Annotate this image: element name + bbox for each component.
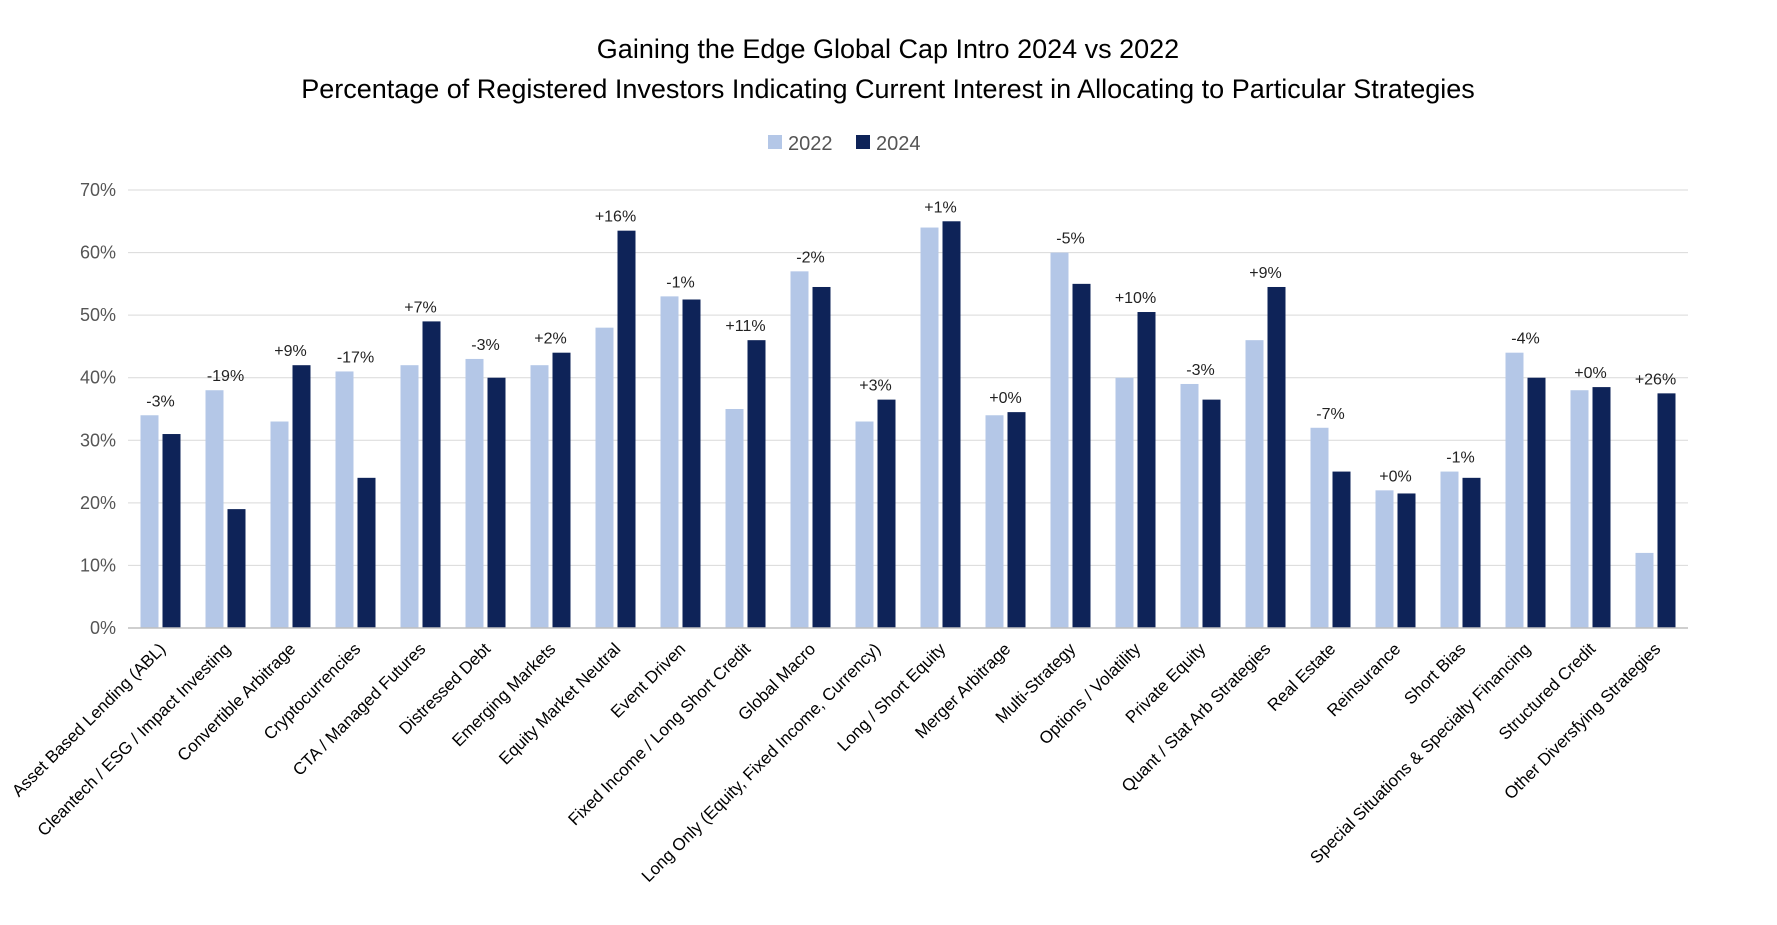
bar-2024: [877, 399, 896, 628]
bar-2024: [227, 509, 246, 628]
x-tick-label: Long / Short Equity: [834, 639, 950, 755]
data-labels: -3% -19% +9% -17% +7% -3% +2% +16% -1% +11% -2% +3%…: [146, 199, 1676, 485]
x-tick-label: Convertible Arbitrage: [174, 639, 300, 765]
y-tick-label: 50%: [80, 305, 116, 325]
bar-2022: [1440, 471, 1459, 628]
bar-2022: [1180, 383, 1199, 628]
bar-2024: [1007, 412, 1026, 628]
y-tick-label: 40%: [80, 368, 116, 388]
legend-label-2022: 2022: [788, 133, 833, 155]
change-label: -4%: [1511, 331, 1539, 348]
bar-2022: [985, 415, 1004, 628]
bar-2022: [1505, 352, 1524, 628]
change-label: -3%: [146, 393, 174, 410]
bars: [140, 221, 1676, 629]
change-label: -7%: [1316, 406, 1344, 423]
y-tick-label: 20%: [80, 493, 116, 513]
change-label: +9%: [1249, 265, 1281, 282]
y-tick-label: 70%: [80, 180, 116, 200]
change-label: +7%: [404, 299, 436, 316]
y-tick-label: 30%: [80, 430, 116, 450]
bar-2022: [1310, 427, 1329, 628]
change-label: +11%: [725, 318, 765, 335]
change-label: -5%: [1056, 231, 1084, 248]
y-tick-label: 60%: [80, 243, 116, 263]
x-axis: Asset Based Lending (ABL)Cleantech / ESG…: [8, 627, 1688, 886]
y-tick-label: 0%: [90, 618, 116, 638]
bar-2024: [1397, 493, 1416, 628]
bar-2024: [1072, 283, 1091, 628]
bar-2024: [422, 321, 441, 628]
bar-2024: [552, 352, 571, 628]
bar-2022: [1050, 252, 1069, 629]
chart-subtitle: Percentage of Registered Investors Indic…: [301, 74, 1475, 104]
bar-2024: [292, 365, 311, 628]
x-tick-label: Short Bias: [1400, 639, 1469, 708]
change-label: +9%: [274, 343, 306, 360]
y-tick-label: 10%: [80, 555, 116, 575]
bar-2024: [1332, 471, 1351, 628]
bar-2024: [1527, 377, 1546, 628]
change-label: +16%: [595, 209, 636, 226]
bar-2022: [920, 227, 939, 629]
bar-2024: [1267, 286, 1286, 628]
bar-2024: [1202, 399, 1221, 628]
change-label: +26%: [1635, 371, 1676, 388]
change-label: +0%: [989, 390, 1021, 407]
x-tick-label: Long Only (Equity, Fixed Income, Currenc…: [638, 639, 884, 885]
bar-2022: [465, 358, 484, 628]
bar-2022: [1570, 390, 1589, 628]
bar-2024: [682, 299, 701, 628]
change-label: +0%: [1574, 365, 1606, 382]
bar-2024: [1137, 312, 1156, 628]
change-label: -1%: [1446, 450, 1474, 467]
gridlines: [128, 189, 1688, 566]
bar-2022: [400, 365, 419, 628]
bar-2022: [205, 390, 224, 628]
change-label: +10%: [1115, 290, 1156, 307]
bar-2024: [617, 230, 636, 628]
bar-2022: [140, 415, 159, 628]
bar-2024: [812, 286, 831, 628]
change-label: +2%: [534, 331, 566, 348]
legend-swatch-2024: [856, 135, 870, 149]
legend-swatch-2022: [768, 135, 782, 149]
chart-title: Gaining the Edge Global Cap Intro 2024 v…: [597, 34, 1179, 64]
change-label: -3%: [1186, 362, 1214, 379]
bar-2022: [270, 421, 289, 628]
x-tick-label: CTA / Managed Futures: [289, 639, 429, 779]
change-label: -17%: [337, 349, 374, 366]
bar-2024: [942, 221, 961, 629]
bar-2024: [1657, 393, 1676, 628]
bar-2022: [855, 421, 874, 628]
change-label: -19%: [207, 368, 244, 385]
bar-2022: [660, 296, 679, 628]
change-label: -2%: [796, 249, 824, 266]
x-tick-label: Equity Market Neutral: [495, 639, 624, 768]
change-label: -3%: [471, 337, 499, 354]
bar-2022: [1115, 377, 1134, 628]
change-label: +3%: [859, 378, 891, 395]
bar-2024: [1592, 387, 1611, 628]
bar-2024: [487, 377, 506, 628]
bar-2022: [1375, 490, 1394, 628]
bar-2024: [162, 434, 181, 628]
bar-2022: [335, 371, 354, 628]
change-label: +0%: [1379, 468, 1411, 485]
bar-2022: [595, 327, 614, 628]
legend: 2022 2024: [768, 133, 921, 155]
bar-2024: [1462, 477, 1481, 628]
bar-2022: [530, 365, 549, 628]
legend-label-2024: 2024: [876, 133, 921, 155]
change-label: -1%: [666, 274, 694, 291]
bar-2022: [1635, 552, 1654, 628]
bar-2022: [790, 271, 809, 628]
bar-2024: [747, 340, 766, 628]
bar-2022: [1245, 340, 1264, 628]
change-label: +1%: [924, 199, 956, 216]
bar-2022: [725, 409, 744, 628]
y-axis: 0% 10% 20% 30% 40% 50% 60% 70%: [80, 180, 116, 638]
bar-2024: [357, 477, 376, 628]
